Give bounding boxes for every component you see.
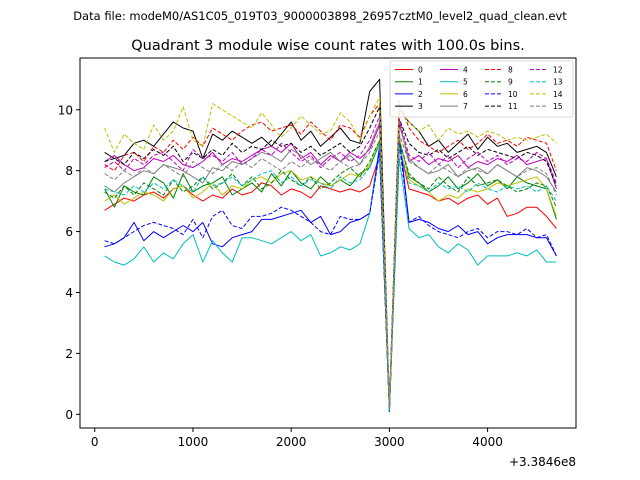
y-tick-label: 6: [65, 225, 73, 239]
legend-label-2: 2: [418, 90, 423, 99]
legend-label-9: 9: [508, 78, 513, 87]
y-tick-label: 2: [65, 347, 73, 361]
x-tick-label: 1000: [178, 435, 209, 449]
figure-suptitle: Data file: modeM0/AS1C05_019T03_90000038…: [73, 9, 567, 23]
axes-layer: 0 1000 2000 3000 4000 0 2 4 6 8 10: [58, 103, 503, 449]
y-tick-label: 4: [65, 286, 73, 300]
series-line-4: [104, 121, 557, 409]
x-offset-label: +3.3846e8: [509, 455, 576, 469]
series-line-5: [104, 151, 557, 412]
series-line-10: [104, 142, 557, 412]
legend-box: [389, 60, 574, 118]
x-tick-label: 3000: [374, 435, 405, 449]
x-tick-label: 0: [91, 435, 99, 449]
series-line-9: [104, 139, 557, 412]
legend-label-7: 7: [463, 102, 468, 111]
series-line-14: [104, 97, 557, 406]
series-line-11: [104, 106, 557, 409]
legend-label-3: 3: [418, 102, 423, 111]
x-tick-label: 2000: [276, 435, 307, 449]
series-layer: [104, 78, 557, 412]
legend-label-1: 1: [418, 78, 423, 87]
legend-label-11: 11: [508, 102, 518, 111]
series-line-13: [104, 142, 557, 412]
legend-label-6: 6: [463, 90, 468, 99]
legend-label-15: 15: [553, 102, 563, 111]
legend-label-0: 0: [418, 66, 423, 75]
legend-label-10: 10: [508, 90, 518, 99]
y-tick-label: 8: [65, 164, 73, 178]
plot-frame: [79, 57, 577, 429]
series-line-15: [104, 130, 557, 409]
legend-label-12: 12: [553, 66, 563, 75]
series-line-3: [104, 78, 557, 406]
legend-label-8: 8: [508, 66, 513, 75]
legend-label-13: 13: [553, 78, 563, 87]
y-tick-label: 0: [65, 408, 73, 422]
series-line-7: [104, 121, 557, 409]
legend-label-14: 14: [553, 90, 563, 99]
y-tick-label: 10: [58, 103, 73, 117]
series-line-12: [104, 115, 557, 409]
series-line-6: [104, 136, 557, 409]
legend-label-5: 5: [463, 78, 468, 87]
legend-label-4: 4: [463, 66, 468, 75]
series-line-8: [104, 100, 557, 409]
chart-title: Quadrant 3 module wise count rates with …: [131, 38, 525, 54]
x-tick-label: 4000: [472, 435, 503, 449]
